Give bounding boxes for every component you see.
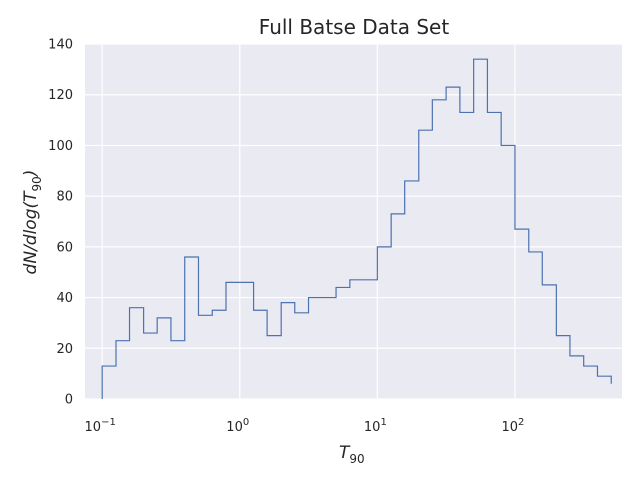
plot-area [85,44,622,399]
chart-title: Full Batse Data Set [259,15,450,39]
x-tick-labels: 10−1 100 101 102 [85,417,525,435]
grid-lines [85,43,622,400]
y-tick-label: 40 [56,291,73,306]
x-axis-title: T90 [339,443,365,466]
y-tick-label: 140 [48,38,73,53]
x-tick-label: 102 [501,417,524,435]
y-tick-label: 120 [48,88,73,103]
y-tick-label: 60 [56,240,73,255]
y-tick-label: 80 [56,190,73,205]
y-tick-labels: 0 20 40 60 80 100 120 140 [48,38,73,408]
y-tick-label: 100 [48,139,73,154]
y-tick-label: 20 [56,342,73,357]
x-tick-label: 10−1 [85,417,116,435]
y-axis-title: dN/dlog(T90) [21,170,44,275]
x-tick-label: 101 [364,417,387,435]
x-tick-label: 100 [226,417,249,435]
histogram-step-line [101,58,612,399]
y-tick-label: 0 [65,393,73,408]
